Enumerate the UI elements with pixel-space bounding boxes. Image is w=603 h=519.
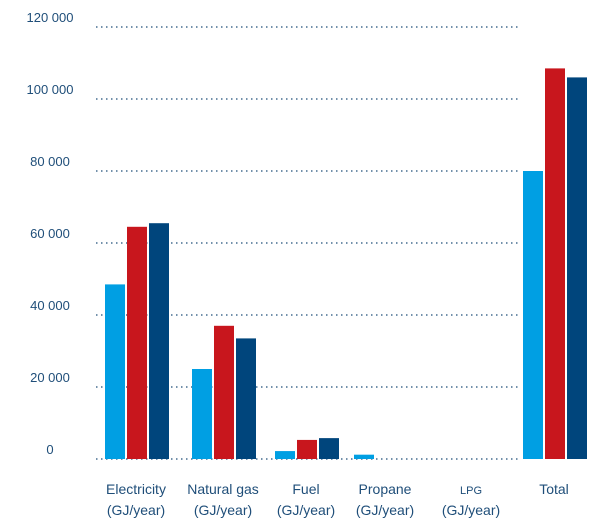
x-axis-labels: Electricity (GJ/year) Natural gas (GJ/year)… <box>106 481 569 518</box>
bar <box>127 226 147 459</box>
bar <box>149 223 169 459</box>
y-tick-label: 60 000 <box>30 226 70 241</box>
bar <box>275 451 295 459</box>
bar <box>236 338 256 459</box>
y-tick-label: 20 000 <box>30 370 70 385</box>
y-tick-label: 40 000 <box>30 298 70 313</box>
bar <box>354 454 374 459</box>
bar <box>523 171 543 459</box>
bar <box>214 325 234 459</box>
category-unit-label: (GJ/year) <box>277 502 335 518</box>
bar <box>297 439 317 459</box>
y-tick-label: 80 000 <box>30 154 70 169</box>
category-unit-label: (GJ/year) <box>107 502 165 518</box>
bar <box>545 68 565 460</box>
bar <box>567 77 587 460</box>
bar <box>319 438 339 459</box>
category-label: Propane <box>359 481 412 497</box>
category-label: Fuel <box>292 481 319 497</box>
category-unit-label: (GJ/year) <box>356 502 414 518</box>
category-label: Electricity <box>106 481 166 497</box>
category-label: Total <box>539 481 569 497</box>
category-label: Natural gas <box>187 481 259 497</box>
y-axis-ticks: 0 20 000 40 000 60 000 80 000 100 000 120 000 <box>27 10 74 457</box>
bar <box>192 369 212 459</box>
bar <box>105 284 125 459</box>
bars <box>105 68 587 460</box>
category-unit-label: (GJ/year) <box>442 502 500 518</box>
y-tick-label: 120 000 <box>27 10 74 25</box>
y-tick-label: 0 <box>46 442 53 457</box>
category-unit-label: (GJ/year) <box>194 502 252 518</box>
category-label: LPG <box>460 485 482 497</box>
y-tick-label: 100 000 <box>27 82 74 97</box>
